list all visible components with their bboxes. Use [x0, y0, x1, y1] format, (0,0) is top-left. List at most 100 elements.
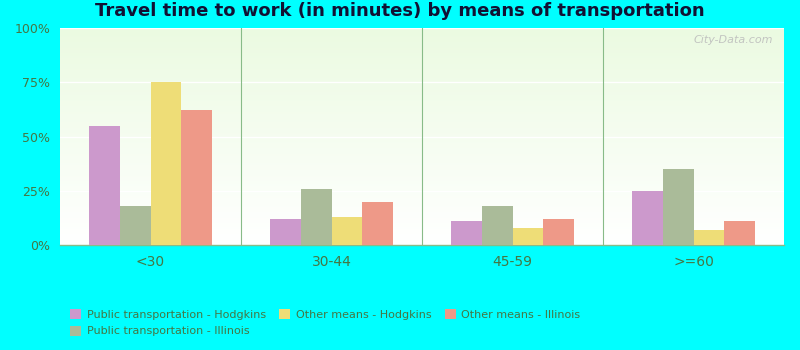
- Bar: [451, 221, 482, 245]
- Bar: [60, 62, 784, 63]
- Bar: [60, 233, 784, 234]
- Bar: [60, 127, 784, 128]
- Bar: [60, 68, 784, 69]
- Bar: [60, 78, 784, 79]
- Bar: [60, 133, 784, 134]
- Bar: [60, 104, 784, 105]
- Bar: [60, 134, 784, 135]
- Bar: [60, 181, 784, 182]
- Bar: [60, 57, 784, 58]
- Bar: [60, 94, 784, 95]
- Bar: [60, 85, 784, 86]
- Bar: [60, 210, 784, 211]
- Bar: [60, 56, 784, 57]
- Bar: [60, 152, 784, 153]
- Bar: [60, 139, 784, 140]
- Bar: [331, 217, 362, 245]
- Bar: [632, 191, 662, 245]
- Bar: [60, 72, 784, 74]
- Bar: [60, 176, 784, 177]
- Bar: [60, 244, 784, 245]
- Bar: [60, 70, 784, 71]
- Bar: [60, 51, 784, 52]
- Bar: [60, 30, 784, 31]
- Bar: [60, 128, 784, 129]
- Bar: [60, 216, 784, 217]
- Bar: [60, 53, 784, 54]
- Bar: [60, 65, 784, 66]
- Bar: [60, 29, 784, 30]
- Bar: [60, 92, 784, 93]
- Bar: [60, 28, 784, 29]
- Bar: [60, 159, 784, 160]
- Bar: [60, 40, 784, 41]
- Bar: [60, 196, 784, 197]
- Bar: [60, 166, 784, 167]
- Bar: [60, 193, 784, 194]
- Bar: [60, 209, 784, 210]
- Bar: [60, 178, 784, 179]
- Bar: [60, 154, 784, 155]
- Bar: [60, 77, 784, 78]
- Bar: [60, 201, 784, 202]
- Bar: [60, 188, 784, 189]
- Bar: [60, 199, 784, 201]
- Bar: [60, 101, 784, 102]
- Bar: [60, 238, 784, 239]
- Bar: [60, 99, 784, 100]
- Bar: [60, 71, 784, 72]
- Bar: [60, 64, 784, 65]
- Bar: [60, 230, 784, 231]
- Bar: [60, 144, 784, 145]
- Bar: [60, 35, 784, 36]
- Bar: [60, 204, 784, 205]
- Bar: [60, 223, 784, 224]
- Bar: [60, 165, 784, 166]
- Bar: [60, 36, 784, 37]
- Bar: [60, 187, 784, 188]
- Bar: [60, 103, 784, 104]
- Bar: [60, 202, 784, 203]
- Bar: [60, 220, 784, 221]
- Bar: [60, 116, 784, 117]
- Bar: [60, 184, 784, 186]
- Bar: [60, 156, 784, 157]
- Bar: [482, 206, 513, 245]
- Bar: [60, 203, 784, 204]
- Bar: [60, 129, 784, 130]
- Bar: [662, 169, 694, 245]
- Bar: [60, 221, 784, 222]
- Bar: [60, 231, 784, 232]
- Bar: [60, 86, 784, 88]
- Bar: [694, 230, 724, 245]
- Bar: [60, 190, 784, 191]
- Bar: [60, 239, 784, 241]
- Bar: [60, 108, 784, 109]
- Bar: [60, 42, 784, 43]
- Bar: [60, 218, 784, 219]
- Bar: [60, 117, 784, 118]
- Bar: [60, 150, 784, 152]
- Bar: [60, 222, 784, 223]
- Bar: [60, 208, 784, 209]
- Bar: [60, 195, 784, 196]
- Bar: [60, 100, 784, 101]
- Bar: [60, 237, 784, 238]
- Bar: [60, 214, 784, 215]
- Bar: [60, 155, 784, 156]
- Bar: [60, 124, 784, 125]
- Bar: [60, 80, 784, 81]
- Bar: [60, 229, 784, 230]
- Bar: [60, 55, 784, 56]
- Text: City-Data.com: City-Data.com: [694, 35, 773, 44]
- Bar: [60, 54, 784, 55]
- Bar: [60, 75, 784, 76]
- Bar: [60, 141, 784, 142]
- Bar: [60, 79, 784, 80]
- Bar: [60, 172, 784, 173]
- Bar: [60, 146, 784, 147]
- Bar: [60, 205, 784, 206]
- Legend: Public transportation - Hodgkins, Public transportation - Illinois, Other means : Public transportation - Hodgkins, Public…: [66, 305, 585, 341]
- Bar: [60, 69, 784, 70]
- Bar: [60, 120, 784, 121]
